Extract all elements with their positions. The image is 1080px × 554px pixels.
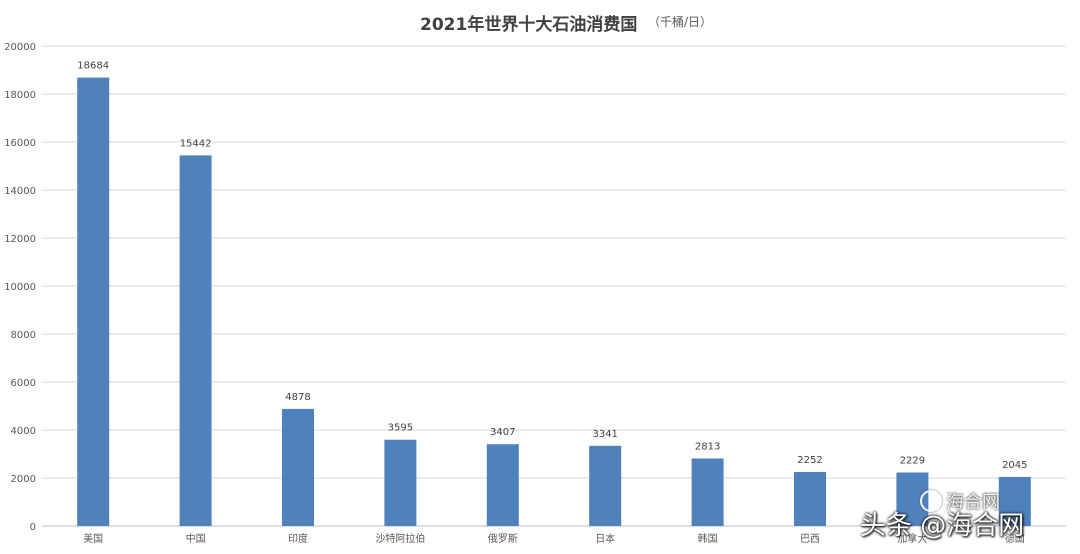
data-label: 3595 (388, 423, 413, 434)
watermark-logo-text: 海合网 (946, 492, 1000, 513)
y-tick-label: 18000 (4, 90, 36, 101)
bar (179, 155, 212, 526)
x-tick-label: 沙特阿拉伯 (375, 532, 425, 545)
bar (691, 458, 724, 526)
y-tick-label: 6000 (11, 378, 36, 389)
data-label: 2045 (1002, 460, 1027, 471)
chart-unit: （千桶/日） (648, 15, 713, 29)
watermark-text: 头条 @海合网 (860, 511, 1025, 541)
x-tick-label: 韩国 (698, 532, 718, 545)
data-label: 3341 (592, 429, 617, 440)
y-tick-label: 16000 (4, 138, 36, 149)
x-tick-label: 日本 (595, 532, 615, 545)
bar (486, 444, 519, 526)
data-label: 15442 (180, 138, 212, 149)
data-label: 3407 (490, 427, 515, 438)
y-tick-label: 8000 (11, 330, 36, 341)
x-tick-label: 美国 (83, 532, 103, 545)
data-label: 2229 (900, 456, 925, 467)
x-tick-label: 巴西 (800, 533, 820, 545)
bar (794, 471, 826, 526)
data-label: 18684 (77, 61, 109, 72)
y-tick-label: 12000 (4, 234, 36, 245)
x-tick-label: 中国 (186, 532, 206, 545)
x-tick-label: 印度 (288, 532, 308, 545)
y-tick-label: 0 (30, 522, 36, 533)
bar (384, 439, 417, 526)
y-tick-label: 4000 (11, 426, 36, 437)
y-tick-label: 10000 (4, 282, 36, 293)
x-tick-label: 德国 (1005, 532, 1025, 545)
data-label: 2813 (695, 441, 720, 452)
chart-title: 2021年世界十大石油消费国 (420, 15, 638, 35)
y-tick-label: 2000 (11, 474, 36, 485)
x-tick-label: 加拿大 (897, 532, 927, 545)
bar (589, 445, 622, 526)
bar (77, 77, 110, 527)
watermark-logo: 海合网 (920, 488, 1000, 514)
bar (998, 476, 1031, 526)
data-label: 2252 (797, 455, 822, 466)
wechat-logo-icon (920, 490, 942, 512)
y-tick-label: 14000 (4, 186, 36, 197)
x-tick-label: 俄罗斯 (488, 532, 518, 545)
bar (282, 408, 314, 526)
y-tick-label: 20000 (4, 42, 36, 53)
title-row: 2021年世界十大石油消费国 （千桶/日） (0, 10, 1080, 35)
data-label: 4878 (285, 392, 310, 403)
